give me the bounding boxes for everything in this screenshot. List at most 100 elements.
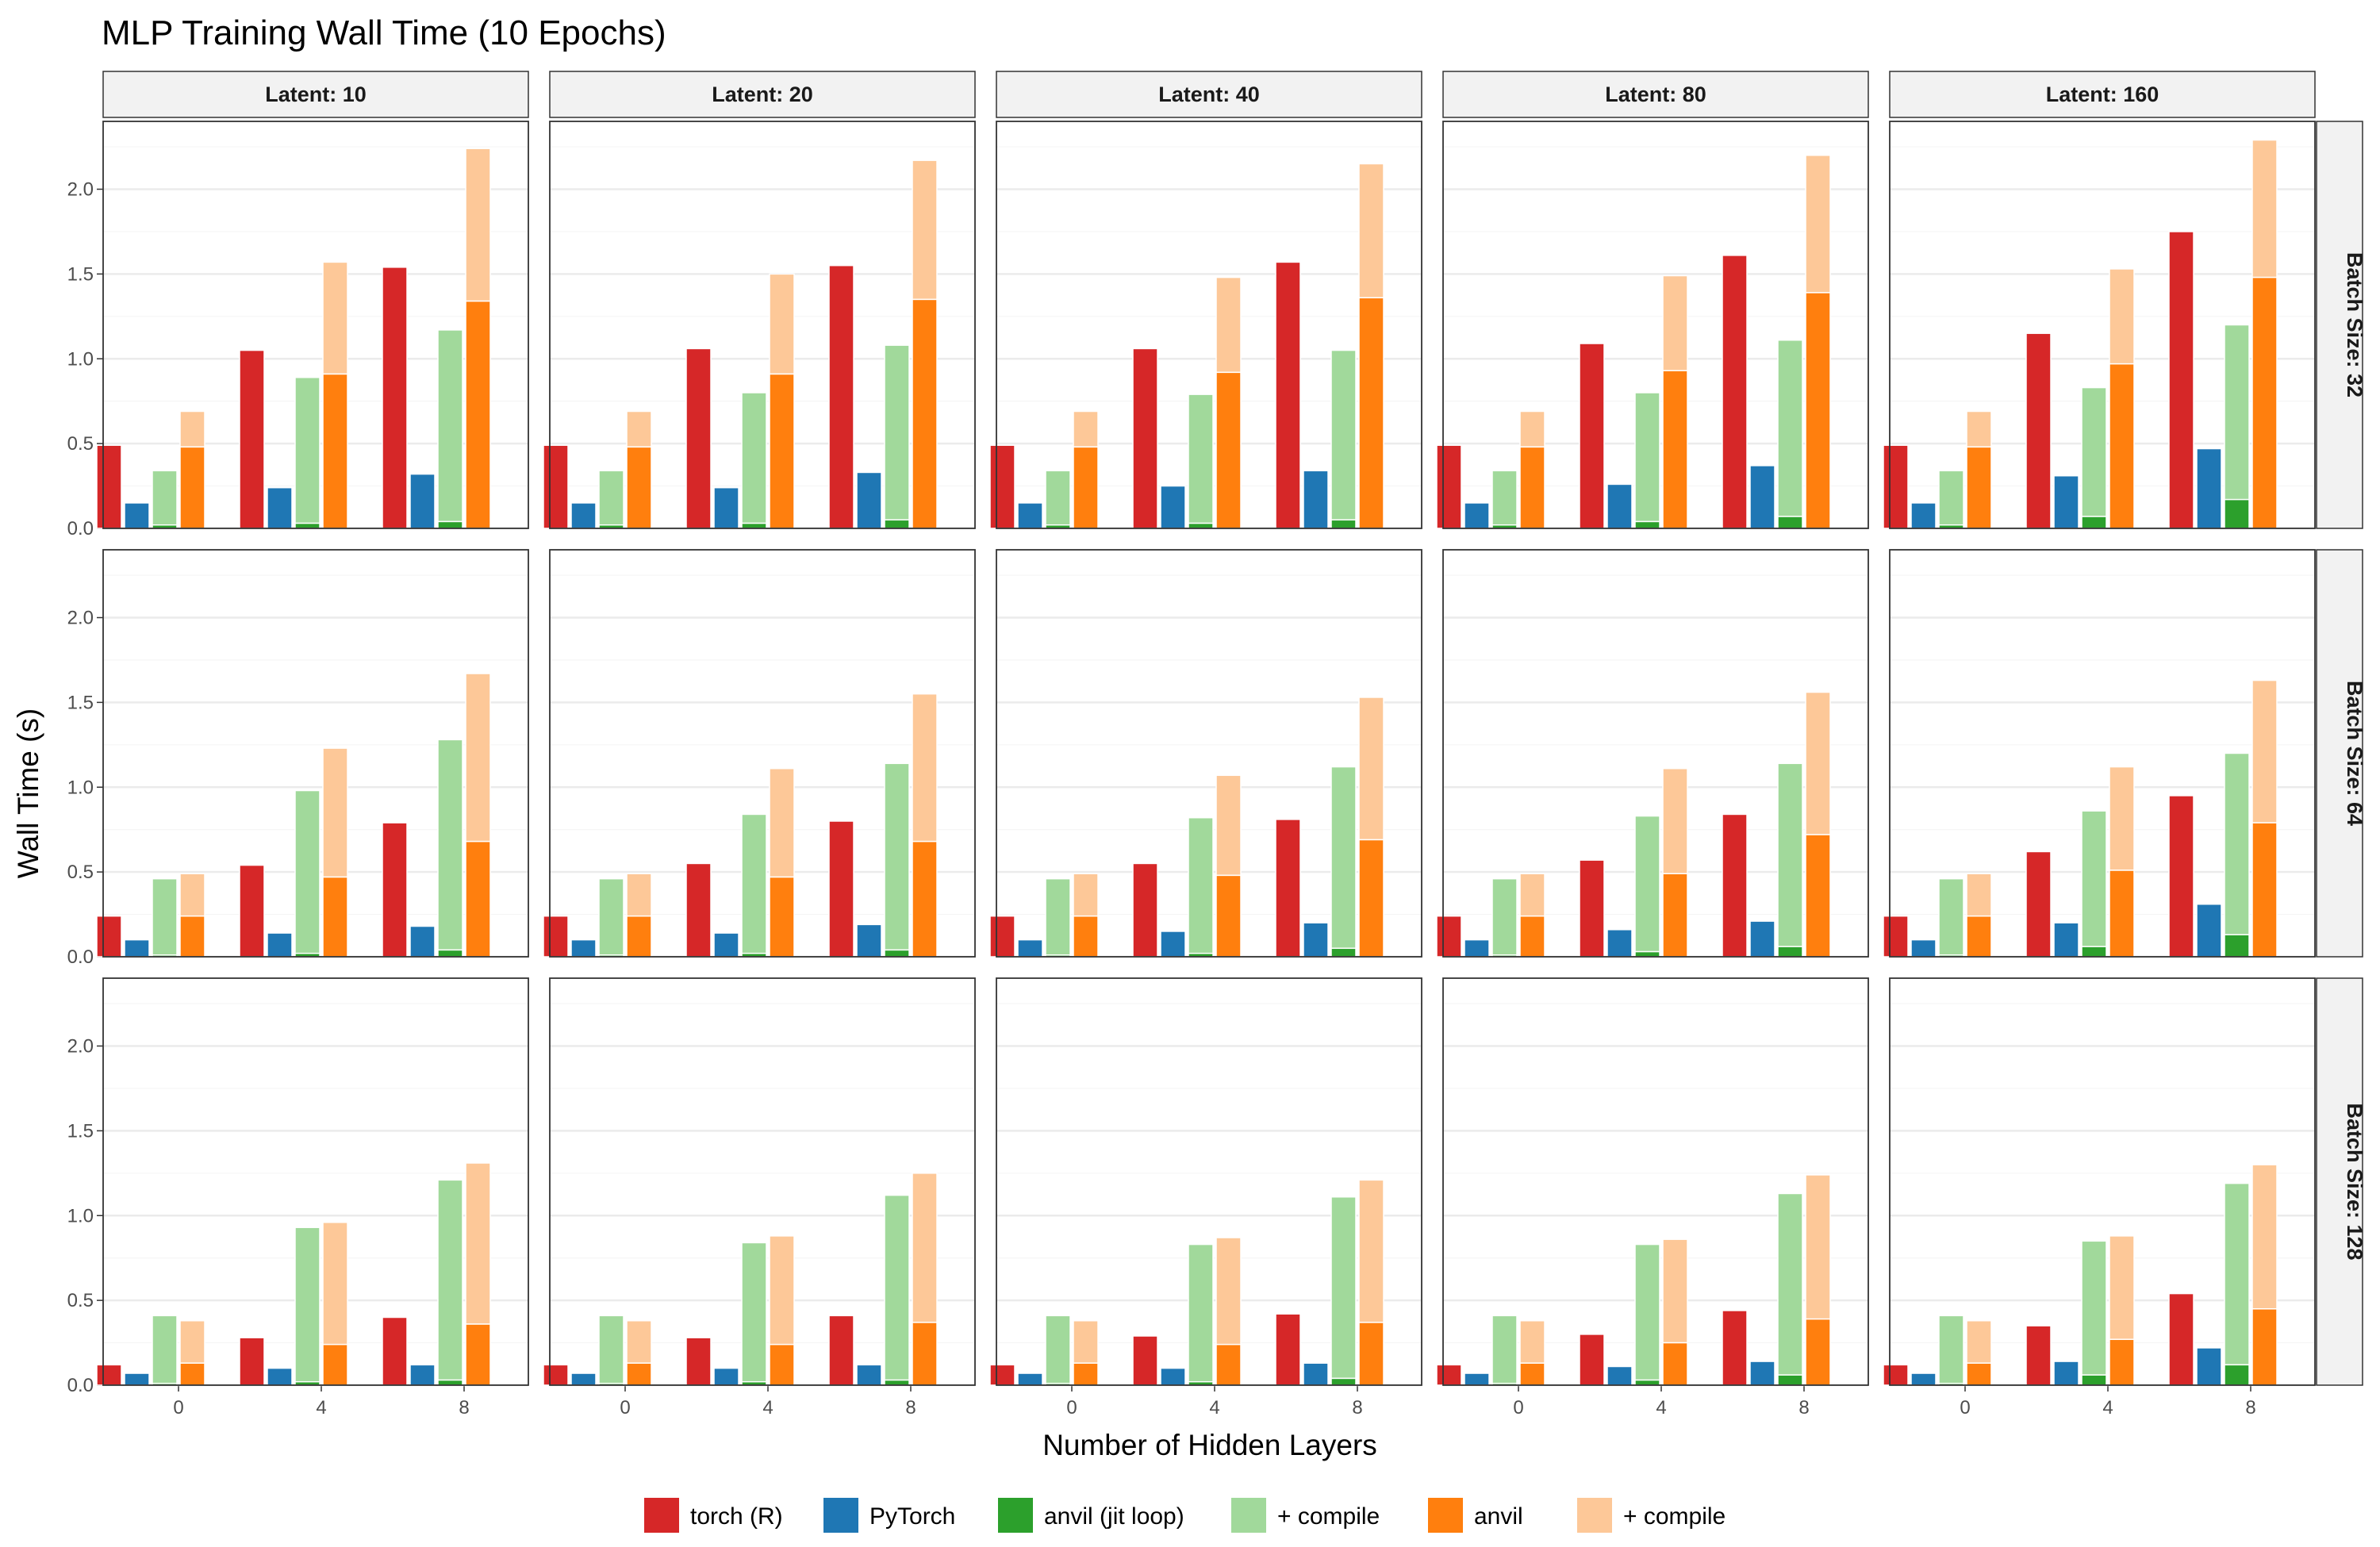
bar-torch-r [543, 915, 569, 958]
bar-pytorch [570, 1372, 597, 1386]
bar-pytorch [1464, 1372, 1490, 1386]
panel-border [102, 549, 529, 958]
row-strip-label-2: Batch Size: 64 [2343, 681, 2367, 826]
bar-torch-r [239, 1337, 265, 1386]
bar-pytorch [1464, 939, 1490, 958]
panel-r1-c3 [989, 121, 1422, 530]
bar-torch-r [2168, 795, 2194, 958]
bar-anvil-compile [1358, 1179, 1384, 1323]
bar-anvil-jit-loop-compile-stack [598, 1315, 624, 1384]
bar-anvil-jit-loop-compile-stack [152, 470, 178, 526]
panel-border [102, 977, 529, 1386]
bar-anvil-compile [912, 159, 938, 301]
bar-torch-r [2168, 1292, 2194, 1386]
bar-anvil [626, 1362, 652, 1386]
bar-anvil-jit-loop-run [1634, 1379, 1660, 1386]
bar-anvil [1966, 446, 1992, 529]
bar-anvil-jit-loop-compile-stack [152, 877, 178, 956]
bar-anvil-compile [1073, 410, 1099, 448]
panel-border [996, 549, 1422, 958]
bar-anvil [322, 373, 348, 529]
bar-anvil [1805, 834, 1831, 958]
bar-anvil [1215, 874, 1242, 958]
bar-anvil-jit-loop-compile-stack [1491, 877, 1518, 956]
column-strip-label-3: Latent: 40 [1158, 83, 1260, 106]
y-tick-label: 0.5 [67, 1290, 94, 1311]
panel-border [549, 549, 976, 958]
bar-torch-r [1579, 859, 1605, 958]
bar-anvil-compile [1805, 155, 1831, 294]
bar-anvil-jit-loop-compile-stack [741, 813, 767, 954]
row-strip-label-1: Batch Size: 32 [2343, 252, 2367, 397]
panel-border [996, 977, 1422, 1386]
bar-torch-r [543, 444, 569, 529]
bar-pytorch [124, 1372, 150, 1386]
bar-anvil-jit-loop-run [2224, 934, 2250, 958]
bar-anvil [1662, 1342, 1688, 1386]
bar-anvil-compile [626, 873, 652, 917]
bar-anvil-jit-loop-run [2081, 516, 2107, 529]
bar-anvil-compile [1358, 697, 1384, 841]
bar-pytorch [1606, 483, 1633, 529]
bar-anvil-compile [2251, 1164, 2278, 1310]
bar-pytorch [124, 939, 150, 958]
bar-anvil [1358, 839, 1384, 958]
bar-anvil-compile [2109, 268, 2135, 365]
bar-pytorch [1910, 939, 1937, 958]
bar-torch-r [1132, 1335, 1158, 1386]
bar-pytorch [570, 502, 597, 529]
bar-pytorch [570, 939, 597, 958]
bar-anvil-compile [1073, 873, 1099, 917]
bar-torch-r [1275, 819, 1301, 958]
bar-anvil [912, 840, 938, 958]
bar-anvil [179, 446, 205, 529]
bar-anvil-jit-loop-run [437, 1379, 463, 1386]
bar-pytorch [2053, 922, 2079, 958]
y-tick-label: 1.5 [67, 263, 94, 285]
bar-anvil [1966, 1362, 1992, 1386]
bar-anvil-compile [179, 410, 205, 448]
bar-anvil-compile [1519, 1320, 1545, 1364]
bar-pytorch [409, 1364, 436, 1386]
bar-torch-r [382, 822, 408, 958]
bar-torch-r [1436, 1364, 1462, 1386]
legend-label-4: + compile [1277, 1503, 1380, 1530]
bar-anvil-jit-loop-compile-stack [1777, 1192, 1803, 1376]
bar-anvil-jit-loop-compile-stack [1491, 1315, 1518, 1384]
bar-anvil [626, 915, 652, 958]
bar-anvil-compile [1966, 1320, 1992, 1364]
bar-anvil-jit-loop-compile-stack [294, 789, 321, 954]
bar-torch-r [1579, 343, 1605, 529]
bar-anvil [1215, 371, 1242, 529]
bar-pytorch [2053, 1361, 2079, 1386]
bar-anvil-compile [2251, 679, 2278, 823]
bar-anvil [912, 1322, 938, 1386]
row-strip-3 [2316, 977, 2363, 1386]
bar-anvil [1805, 292, 1831, 529]
bar-anvil-jit-loop-compile-stack [741, 1242, 767, 1383]
column-strip-label-5: Latent: 160 [2046, 83, 2159, 106]
bar-pytorch [856, 471, 882, 529]
bar-anvil-jit-loop-run [294, 522, 321, 529]
bar-anvil [1358, 297, 1384, 529]
bar-anvil-jit-loop-run [2081, 946, 2107, 958]
bar-pytorch [1160, 931, 1186, 958]
bar-anvil-compile [465, 1162, 491, 1325]
bar-anvil [465, 840, 491, 958]
panel-border [1889, 977, 2316, 1386]
column-strip-4 [1442, 71, 1869, 118]
column-strip-label-1: Latent: 10 [265, 83, 367, 106]
bar-pytorch [1017, 939, 1043, 958]
bar-torch-r [2025, 332, 2052, 529]
bar-anvil-compile [1966, 410, 1992, 448]
bar-torch-r [1436, 915, 1462, 958]
bar-torch-r [382, 1316, 408, 1386]
bar-anvil-jit-loop-compile-stack [2081, 810, 2107, 947]
bar-anvil-jit-loop-run [2224, 1364, 2250, 1386]
bar-anvil [2251, 1308, 2278, 1386]
legend-key-5 [1428, 1498, 1463, 1533]
bar-torch-r [989, 444, 1015, 529]
x-tick-label: 0 [620, 1397, 630, 1418]
bar-anvil-compile [1662, 274, 1688, 371]
bar-pytorch [856, 1364, 882, 1386]
